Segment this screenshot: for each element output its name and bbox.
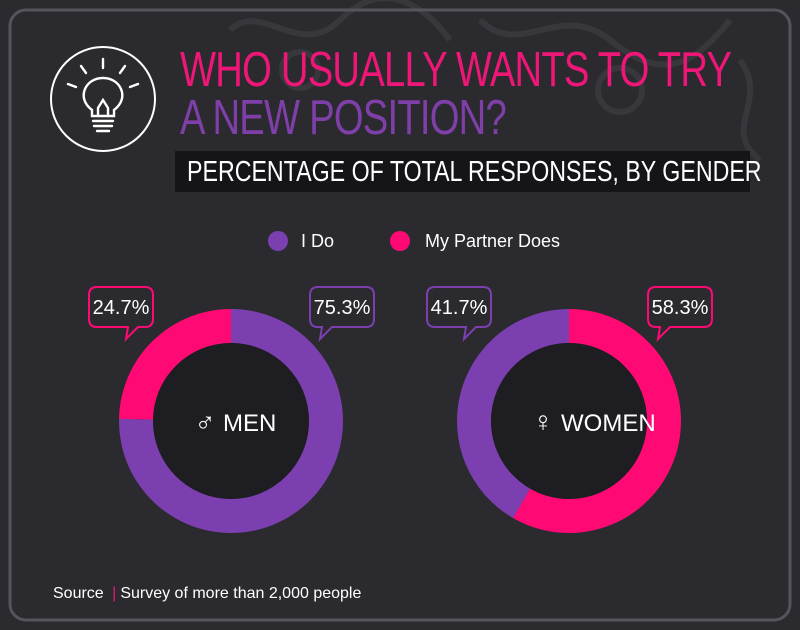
lightbulb-icon: [50, 46, 156, 152]
callout-men-my-partner-does: 24.7%: [88, 286, 154, 342]
callout-women-my-partner-does-outline: [647, 286, 713, 342]
source-label: Source: [53, 585, 104, 602]
callout-women-i-do-text: 41.7%: [431, 297, 488, 319]
legend-label-my-partner-does: My Partner Does: [425, 231, 561, 251]
donut-chart-men: ♂ MEN: [119, 309, 343, 533]
donut-label-men: MEN: [223, 410, 276, 437]
callout-men-i-do: 75.3%: [309, 286, 375, 342]
callout-women-my-partner-does: 58.3%: [647, 286, 713, 342]
callout-men-my-partner-does-outline: [88, 286, 154, 342]
subtitle-banner: PERCENTAGE OF TOTAL RESPONSES, BY GENDER: [175, 151, 762, 192]
legend-label-i-do: I Do: [301, 231, 335, 251]
legend-swatch-my-partner-does: [390, 231, 410, 251]
slice-men-i-do: [119, 309, 343, 533]
title-line-2: A NEW POSITION?: [180, 91, 507, 145]
donut-chart-women: ♀ WOMEN: [456, 309, 681, 533]
donut-label-women: WOMEN: [561, 410, 656, 437]
source-separator: |: [112, 585, 117, 602]
callout-men-i-do-text: 75.3%: [314, 297, 371, 319]
slice-women-i-do: [456, 309, 569, 519]
source-text: Survey of more than 2,000 people: [120, 585, 362, 602]
male-symbol-icon: ♂: [195, 406, 216, 437]
source-note: Source | Survey of more than 2,000 people: [53, 584, 361, 604]
donut-hole-women: [491, 343, 647, 499]
callout-men-i-do-outline: [309, 286, 375, 342]
callout-women-i-do: 41.7%: [426, 286, 492, 342]
donut-hole-men: [153, 343, 309, 499]
callout-women-my-partner-does-text: 58.3%: [652, 297, 709, 319]
subtitle: PERCENTAGE OF TOTAL RESPONSES, BY GENDER: [187, 156, 762, 188]
title-line-1: WHO USUALLY WANTS TO TRY: [180, 43, 732, 97]
slice-men-my-partner-does: [119, 309, 231, 420]
callout-men-my-partner-does-text: 24.7%: [93, 297, 150, 319]
slice-women-my-partner-does: [513, 309, 681, 533]
female-symbol-icon: ♀: [533, 406, 554, 437]
callout-women-i-do-outline: [426, 286, 492, 342]
legend-swatch-i-do: [268, 231, 288, 251]
